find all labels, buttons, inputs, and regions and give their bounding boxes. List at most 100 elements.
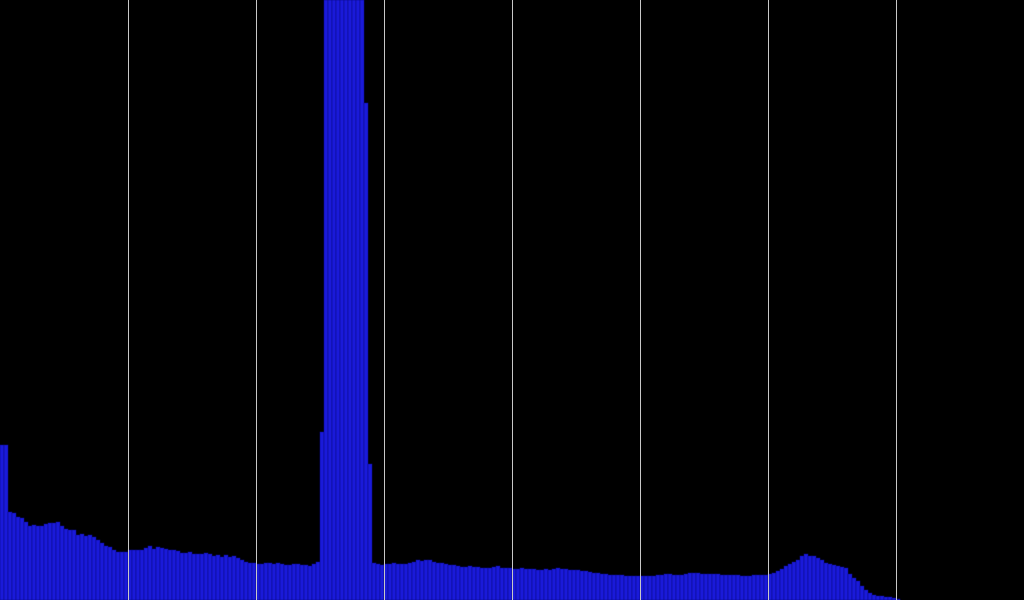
histogram-bar	[659, 574, 665, 600]
histogram-bar	[563, 568, 569, 600]
histogram-bar	[571, 569, 577, 600]
histogram-bar	[367, 463, 373, 600]
histogram-bar	[703, 573, 709, 600]
histogram-bar	[539, 569, 545, 600]
histogram-bar	[351, 0, 357, 600]
histogram-bar	[303, 564, 309, 600]
histogram-bar	[831, 564, 837, 600]
histogram-bar	[15, 516, 21, 600]
histogram-bar	[23, 521, 29, 600]
histogram-bar	[875, 595, 881, 600]
histogram-bar	[755, 574, 761, 600]
histogram-bar	[123, 551, 129, 600]
histogram-bar	[727, 574, 733, 600]
histogram-bar	[735, 574, 741, 600]
histogram-bar	[335, 0, 341, 600]
histogram-bar	[131, 549, 137, 600]
histogram-bar	[363, 102, 369, 600]
histogram-bar	[615, 574, 621, 600]
histogram-bar	[759, 574, 765, 600]
histogram-bar	[475, 566, 481, 600]
histogram-bar	[419, 560, 425, 600]
histogram-bar	[67, 529, 73, 600]
histogram-bar	[607, 574, 613, 600]
histogram-bar	[287, 564, 293, 600]
histogram-bar	[791, 561, 797, 600]
histogram-bar	[631, 575, 637, 600]
histogram-bar	[323, 0, 329, 600]
histogram-bar	[239, 559, 245, 600]
histogram-bar	[271, 563, 277, 600]
histogram-bar	[7, 511, 13, 600]
histogram-bar	[499, 567, 505, 600]
histogram-bar	[179, 552, 185, 600]
histogram-bar	[339, 0, 345, 600]
histogram-bar	[55, 521, 61, 600]
histogram-bar	[763, 574, 769, 600]
histogram-bar	[311, 563, 317, 600]
histogram-bar	[799, 555, 805, 600]
histogram-bar	[11, 512, 17, 600]
histogram-bar	[343, 0, 349, 600]
histogram-bar	[695, 572, 701, 600]
histogram-bar	[839, 566, 845, 600]
histogram-bar	[783, 565, 789, 600]
histogram-bar	[739, 575, 745, 600]
histogram-bar	[231, 555, 237, 600]
histogram-bar	[251, 562, 257, 600]
histogram-bar	[579, 570, 585, 600]
histogram-bar	[411, 561, 417, 600]
histogram-bar	[19, 517, 25, 600]
histogram-bar	[295, 563, 301, 600]
histogram-bar	[467, 565, 473, 600]
histogram-bar	[151, 548, 157, 600]
histogram-bar	[463, 566, 469, 600]
histogram-bar	[63, 528, 69, 600]
histogram-bar	[559, 568, 565, 600]
histogram-bar	[75, 534, 81, 600]
histogram-bar	[191, 553, 197, 600]
histogram-bar	[495, 565, 501, 600]
histogram-bar	[119, 551, 125, 600]
histogram-bar	[371, 562, 377, 600]
histogram-bar	[623, 575, 629, 600]
histogram-bar	[627, 575, 633, 600]
histogram-bar	[715, 573, 721, 600]
histogram-bar	[71, 529, 77, 600]
histogram-bar	[171, 549, 177, 600]
histogram-bar	[375, 563, 381, 600]
histogram-bar	[407, 562, 413, 600]
histogram-bar	[663, 573, 669, 600]
histogram-bar	[487, 567, 493, 600]
histogram-bar	[567, 569, 573, 600]
histogram-bar	[683, 573, 689, 600]
histogram-bar	[299, 564, 305, 600]
histogram-bar	[543, 568, 549, 600]
histogram-bar	[479, 567, 485, 600]
histogram-bar	[235, 557, 241, 600]
histogram-bar	[111, 549, 117, 600]
histogram-bar	[3, 444, 9, 600]
histogram-bar	[835, 565, 841, 600]
histogram-bar	[507, 567, 513, 600]
histogram-bar	[439, 562, 445, 600]
histogram-bar	[283, 564, 289, 600]
histogram-bar	[635, 575, 641, 600]
histogram-bar	[207, 553, 213, 600]
histogram-bar	[27, 525, 33, 600]
histogram-bar	[331, 0, 337, 600]
histogram-bar	[747, 575, 753, 600]
histogram-bar	[843, 567, 849, 600]
histogram-bar	[483, 567, 489, 600]
histogram-bar	[215, 554, 221, 600]
histogram-bar	[851, 577, 857, 600]
histogram-bar	[723, 574, 729, 600]
histogram-bar	[211, 555, 217, 600]
histogram-bar	[247, 562, 253, 600]
histogram-bar	[135, 549, 141, 600]
histogram-bar	[203, 552, 209, 600]
histogram-bar	[155, 546, 161, 600]
histogram-bar	[711, 573, 717, 600]
histogram-bar	[443, 563, 449, 600]
